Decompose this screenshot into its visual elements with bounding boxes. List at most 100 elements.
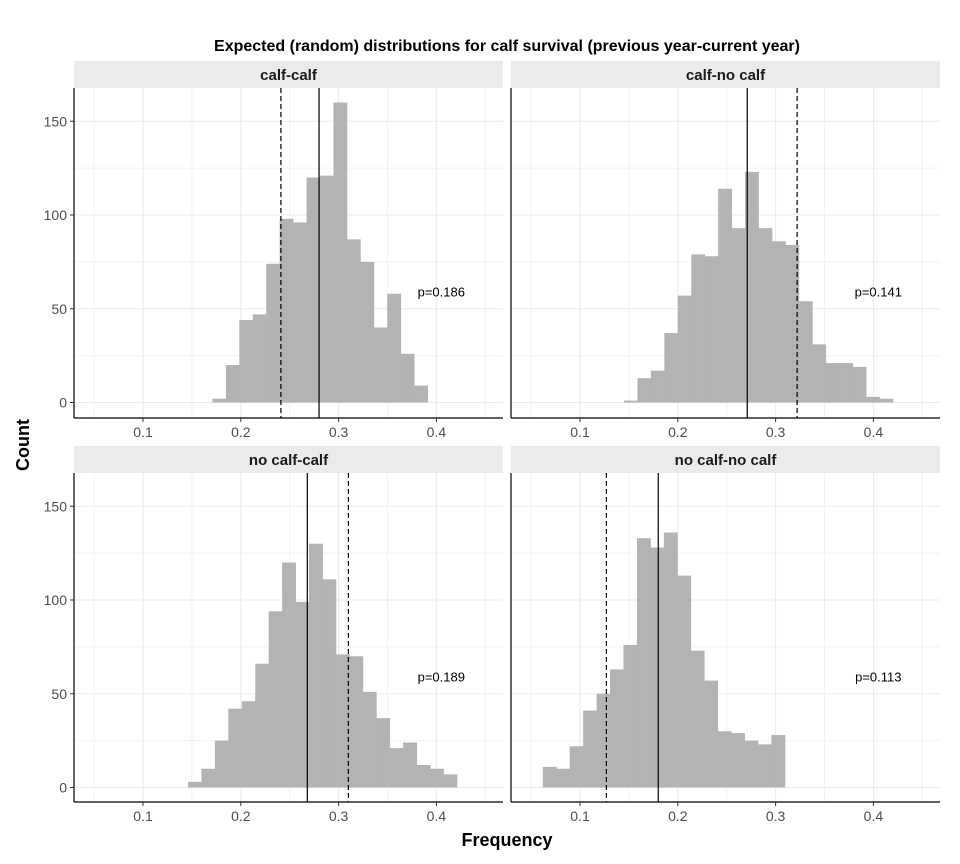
histogram-bar <box>690 650 705 788</box>
y-tick-label: 0 <box>59 780 67 796</box>
strip-label: calf-no calf <box>686 67 766 84</box>
histogram-bar <box>360 261 375 403</box>
facet-panels: calf-calf p=0.186 0.1 0.2 0.3 0.4 0 50 100 150 cal… <box>44 61 940 824</box>
histogram-bar <box>430 768 444 788</box>
panel-no-calf-no-calf: no calf-no calf p=0.113 0.1 0.2 0.3 0.4 <box>510 446 940 824</box>
histogram-bar <box>691 254 706 403</box>
histogram-bar <box>282 562 296 788</box>
x-tick-label: 0.4 <box>864 808 884 824</box>
histogram-bar <box>677 295 692 403</box>
x-tick-label: 0.4 <box>427 424 447 440</box>
y-tick-label: 0 <box>59 395 67 411</box>
histogram-bar <box>569 746 584 788</box>
x-tick-label: 0.1 <box>570 808 590 824</box>
strip-background <box>511 61 940 88</box>
histogram-bar <box>771 735 786 788</box>
y-tick-label: 100 <box>44 592 68 608</box>
histogram-bar <box>825 363 840 403</box>
strip-label: no calf-calf <box>249 452 329 469</box>
strip-background <box>74 61 503 88</box>
histogram-bar <box>255 663 270 788</box>
histogram-bar <box>293 222 307 403</box>
x-tick-label: 0.3 <box>766 424 786 440</box>
histogram-bar <box>239 320 254 403</box>
histogram-bar <box>201 768 216 788</box>
histogram-bar <box>333 102 348 403</box>
histogram-bar <box>596 693 611 788</box>
histogram-bar <box>731 228 746 403</box>
p-value-label: p=0.113 <box>855 670 901 685</box>
histogram-bar <box>758 228 773 403</box>
histogram-bar <box>295 601 310 788</box>
histogram-bar <box>335 654 350 788</box>
x-tick-label: 0.2 <box>668 808 688 824</box>
x-tick-label: 0.2 <box>668 424 688 440</box>
x-tick-label: 0.1 <box>570 424 590 440</box>
histogram-bar <box>542 766 557 788</box>
histogram-bar <box>346 239 361 403</box>
histogram-bar <box>717 731 732 788</box>
x-tick-label: 0.1 <box>133 424 153 440</box>
chart-title: Expected (random) distributions for calf… <box>214 38 800 55</box>
histogram-bar <box>400 353 415 403</box>
histogram-bar <box>866 396 880 403</box>
strip-label: no calf-no calf <box>675 452 778 469</box>
histogram-bar <box>785 245 800 403</box>
histogram-bar <box>852 366 867 403</box>
histogram-bar <box>266 263 281 403</box>
panel-calf-calf: calf-calf p=0.186 0.1 0.2 0.3 0.4 0 50 100 150 <box>44 61 503 440</box>
p-value-label: p=0.189 <box>418 670 465 685</box>
y-tick-label: 100 <box>44 207 68 223</box>
histogram-bar <box>718 188 732 403</box>
histogram-bar <box>771 241 786 403</box>
p-value-label: p=0.141 <box>855 285 902 300</box>
histogram-bar <box>241 701 256 788</box>
histogram-bar <box>650 547 665 788</box>
histogram-bar <box>268 611 283 788</box>
histogram-bar <box>583 710 598 788</box>
histogram-bar <box>416 765 431 788</box>
x-tick-label: 0.2 <box>231 424 251 440</box>
histogram-bar <box>414 385 428 403</box>
histogram-bar <box>362 691 377 788</box>
y-tick-label: 50 <box>51 686 67 702</box>
x-tick-label: 0.2 <box>231 808 251 824</box>
histogram-bar <box>744 740 759 788</box>
strip-background <box>74 446 503 473</box>
panel-no-calf-calf: no calf-calf p=0.189 0.1 0.2 0.3 0.4 0 50 100 150 <box>44 446 503 824</box>
histogram-bar <box>373 327 388 403</box>
y-tick-label: 150 <box>44 498 68 514</box>
histogram-bar <box>636 538 651 788</box>
x-tick-label: 0.3 <box>766 808 786 824</box>
histogram-bar <box>745 171 759 403</box>
x-tick-label: 0.3 <box>329 808 349 824</box>
histogram-bar <box>624 400 638 403</box>
y-tick-label: 150 <box>44 113 68 129</box>
histogram-bar <box>757 744 772 788</box>
histogram-bar <box>663 532 678 788</box>
histogram-bar <box>704 680 719 788</box>
histogram-bar <box>812 344 827 403</box>
strip-label: calf-calf <box>260 67 318 84</box>
histogram-bar <box>389 748 404 788</box>
strip-background <box>511 446 940 473</box>
histogram-bar <box>839 363 854 403</box>
histogram-bar <box>228 708 243 788</box>
histogram-bar <box>731 733 745 788</box>
histogram-bar <box>403 742 417 788</box>
histogram-bar <box>320 175 334 403</box>
panel-calf-no-calf: calf-no calf p=0.141 0.1 0.2 0.3 0.4 <box>510 61 940 440</box>
histogram-bar <box>214 740 229 788</box>
histogram-bar <box>443 774 458 788</box>
histogram-bar <box>704 256 719 403</box>
histogram-bar <box>212 398 227 403</box>
y-axis-title: Count <box>13 419 33 471</box>
histogram-bar <box>387 293 402 403</box>
x-tick-label: 0.3 <box>329 424 349 440</box>
histogram-bar <box>637 378 652 403</box>
p-value-label: p=0.186 <box>418 285 465 300</box>
x-tick-label: 0.4 <box>864 424 884 440</box>
histogram-bar <box>650 370 665 403</box>
histogram-bar <box>252 314 267 403</box>
